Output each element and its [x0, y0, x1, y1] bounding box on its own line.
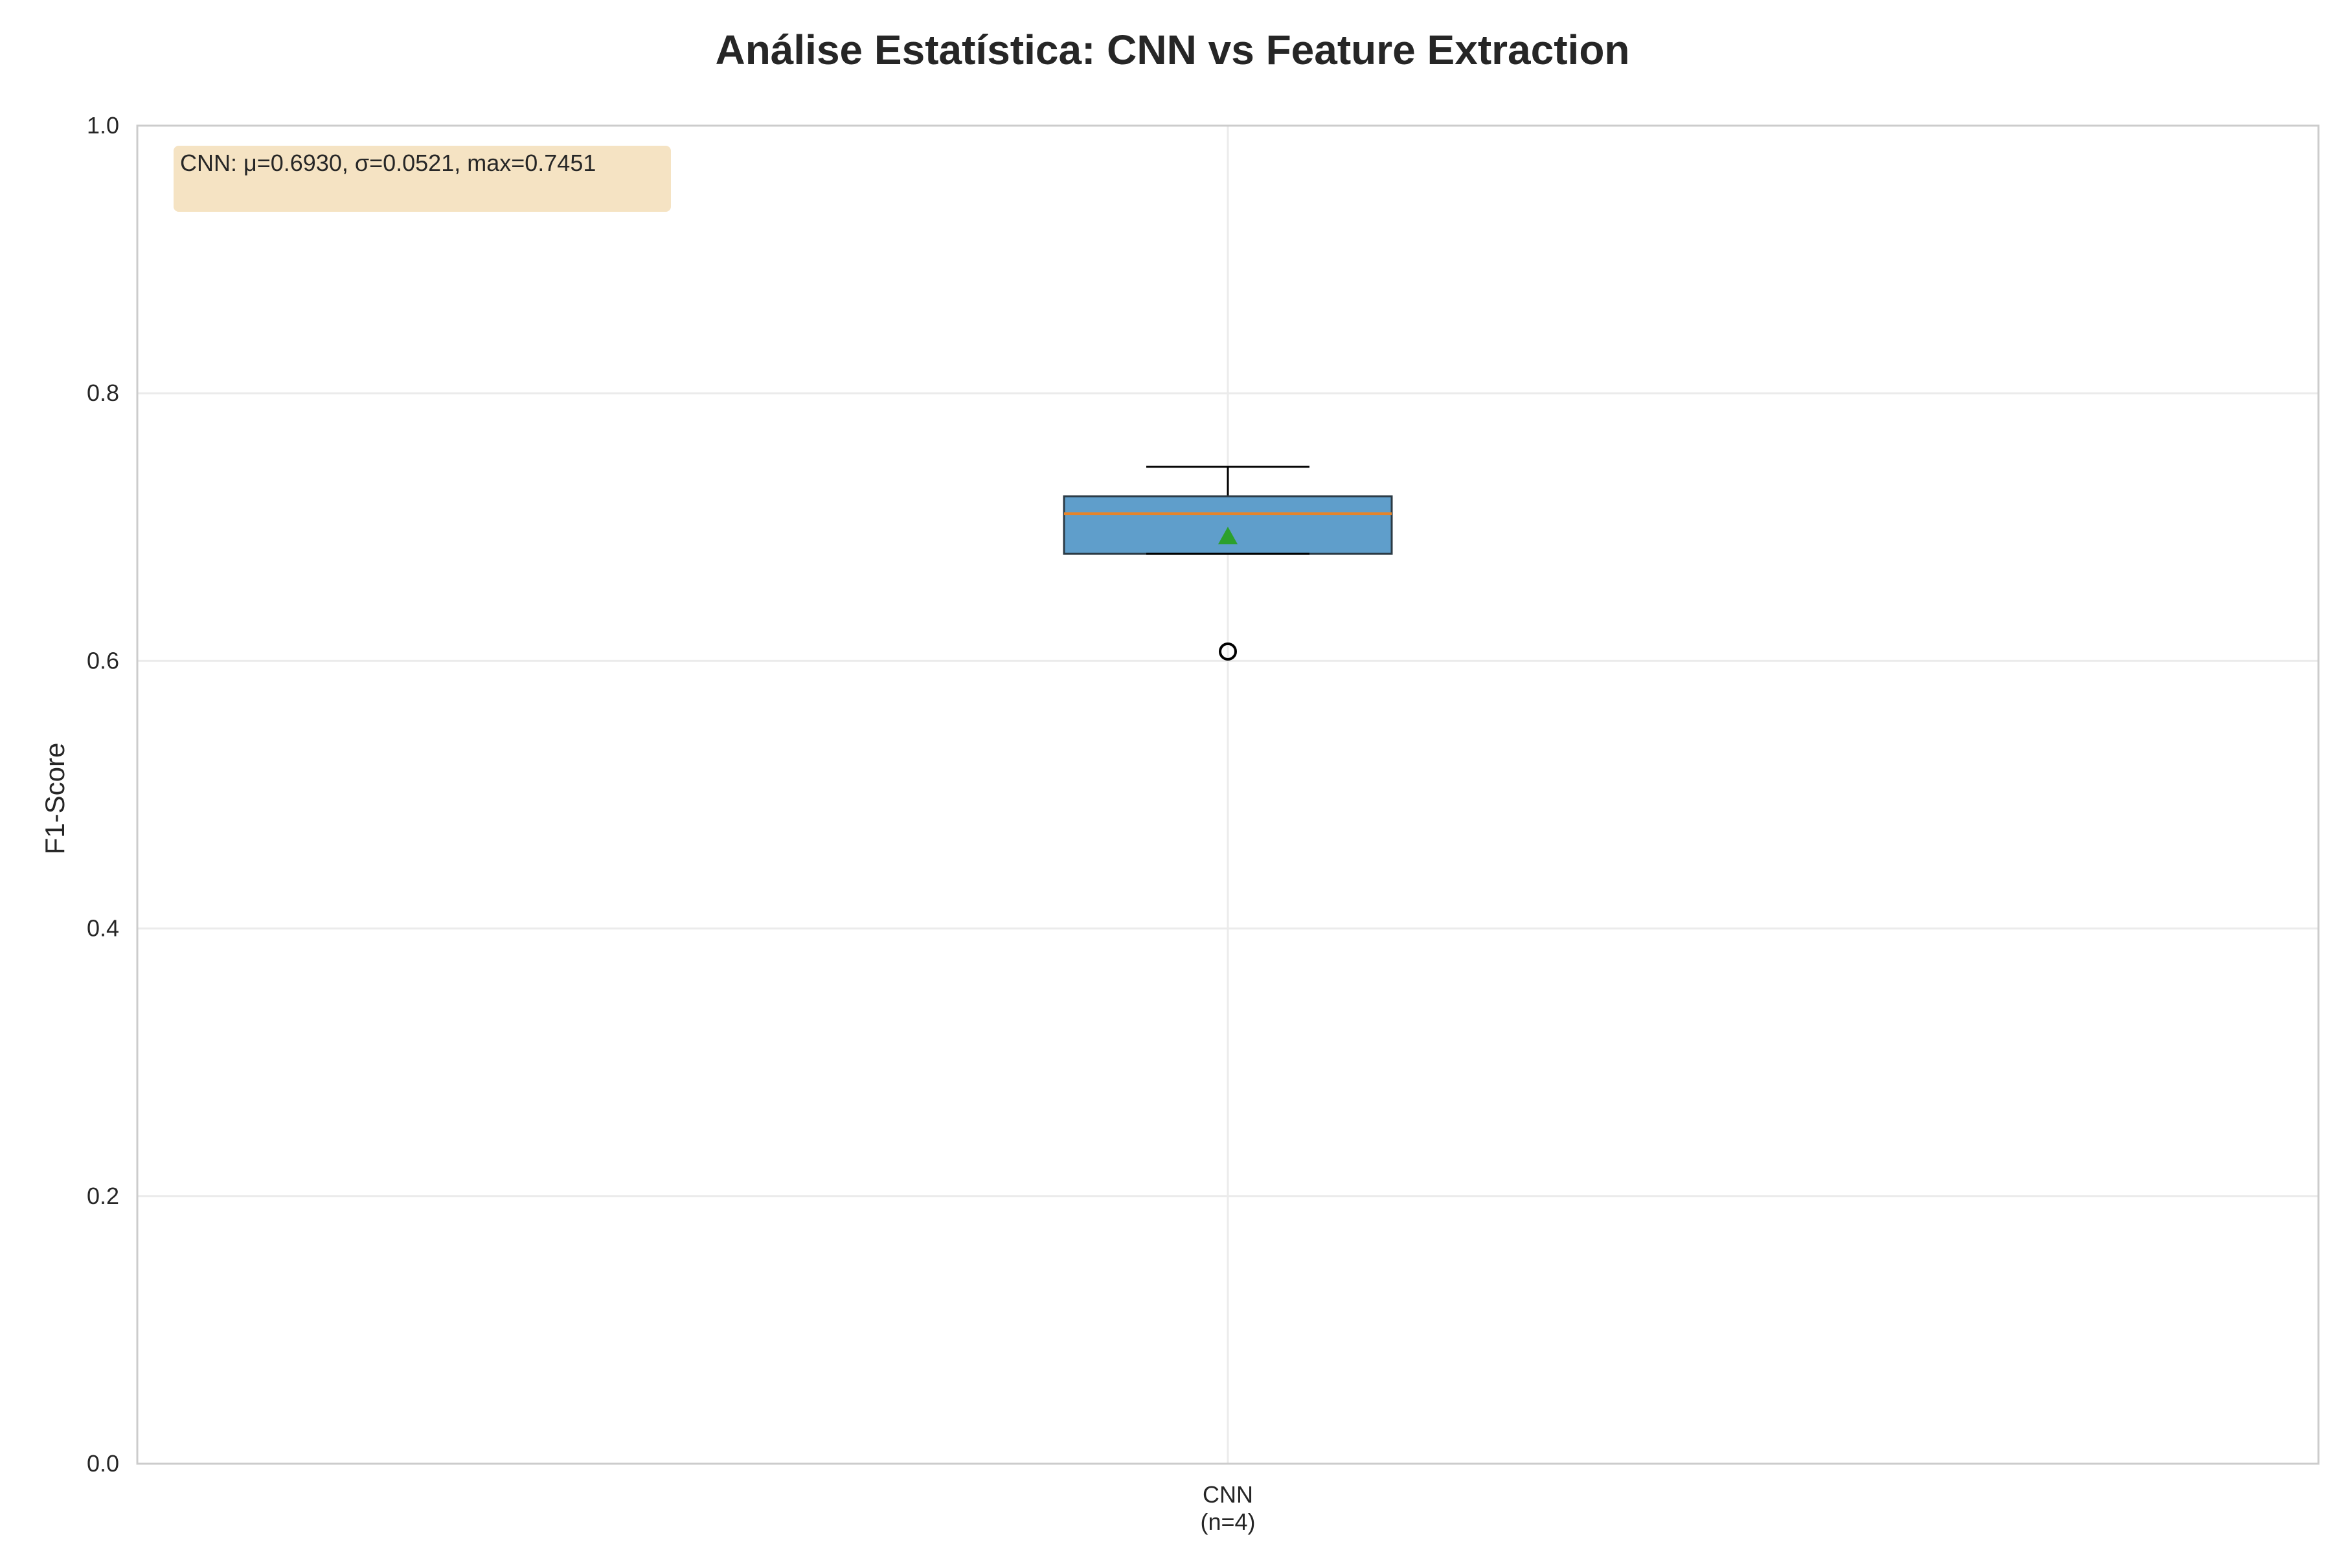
y-tick-label: 0.4: [87, 915, 119, 942]
annotation-layer: CNN: μ=0.6930, σ=0.0521, max=0.7451: [174, 146, 671, 212]
y-tick-label: 0.0: [87, 1450, 119, 1477]
y-tick-label: 0.8: [87, 380, 119, 406]
plot-area-frame: [136, 124, 2320, 1465]
y-tick-label: 0.6: [87, 647, 119, 674]
axis-layer: 0.0 0.2 0.4 0.6 0.8 1.0 CNN(n=4): [87, 112, 1256, 1535]
grid-layer: [137, 124, 2318, 1465]
stats-annotation-box: [174, 146, 671, 212]
outlier-point: [1219, 642, 1237, 661]
x-tick-sublabel: (n=4): [1200, 1508, 1255, 1535]
x-tick-label: CNN: [1203, 1481, 1253, 1508]
mean-marker: [1218, 527, 1238, 545]
stats-annotation-text: CNN: μ=0.6930, σ=0.0521, max=0.7451: [180, 150, 596, 176]
iqr-box: [1063, 495, 1393, 555]
chart-title: Análise Estatística: CNN vs Feature Extr…: [715, 27, 1630, 73]
y-tick-label: 1.0: [87, 112, 119, 139]
y-tick-label: 0.2: [87, 1183, 119, 1209]
box-layer: [1063, 466, 1393, 661]
